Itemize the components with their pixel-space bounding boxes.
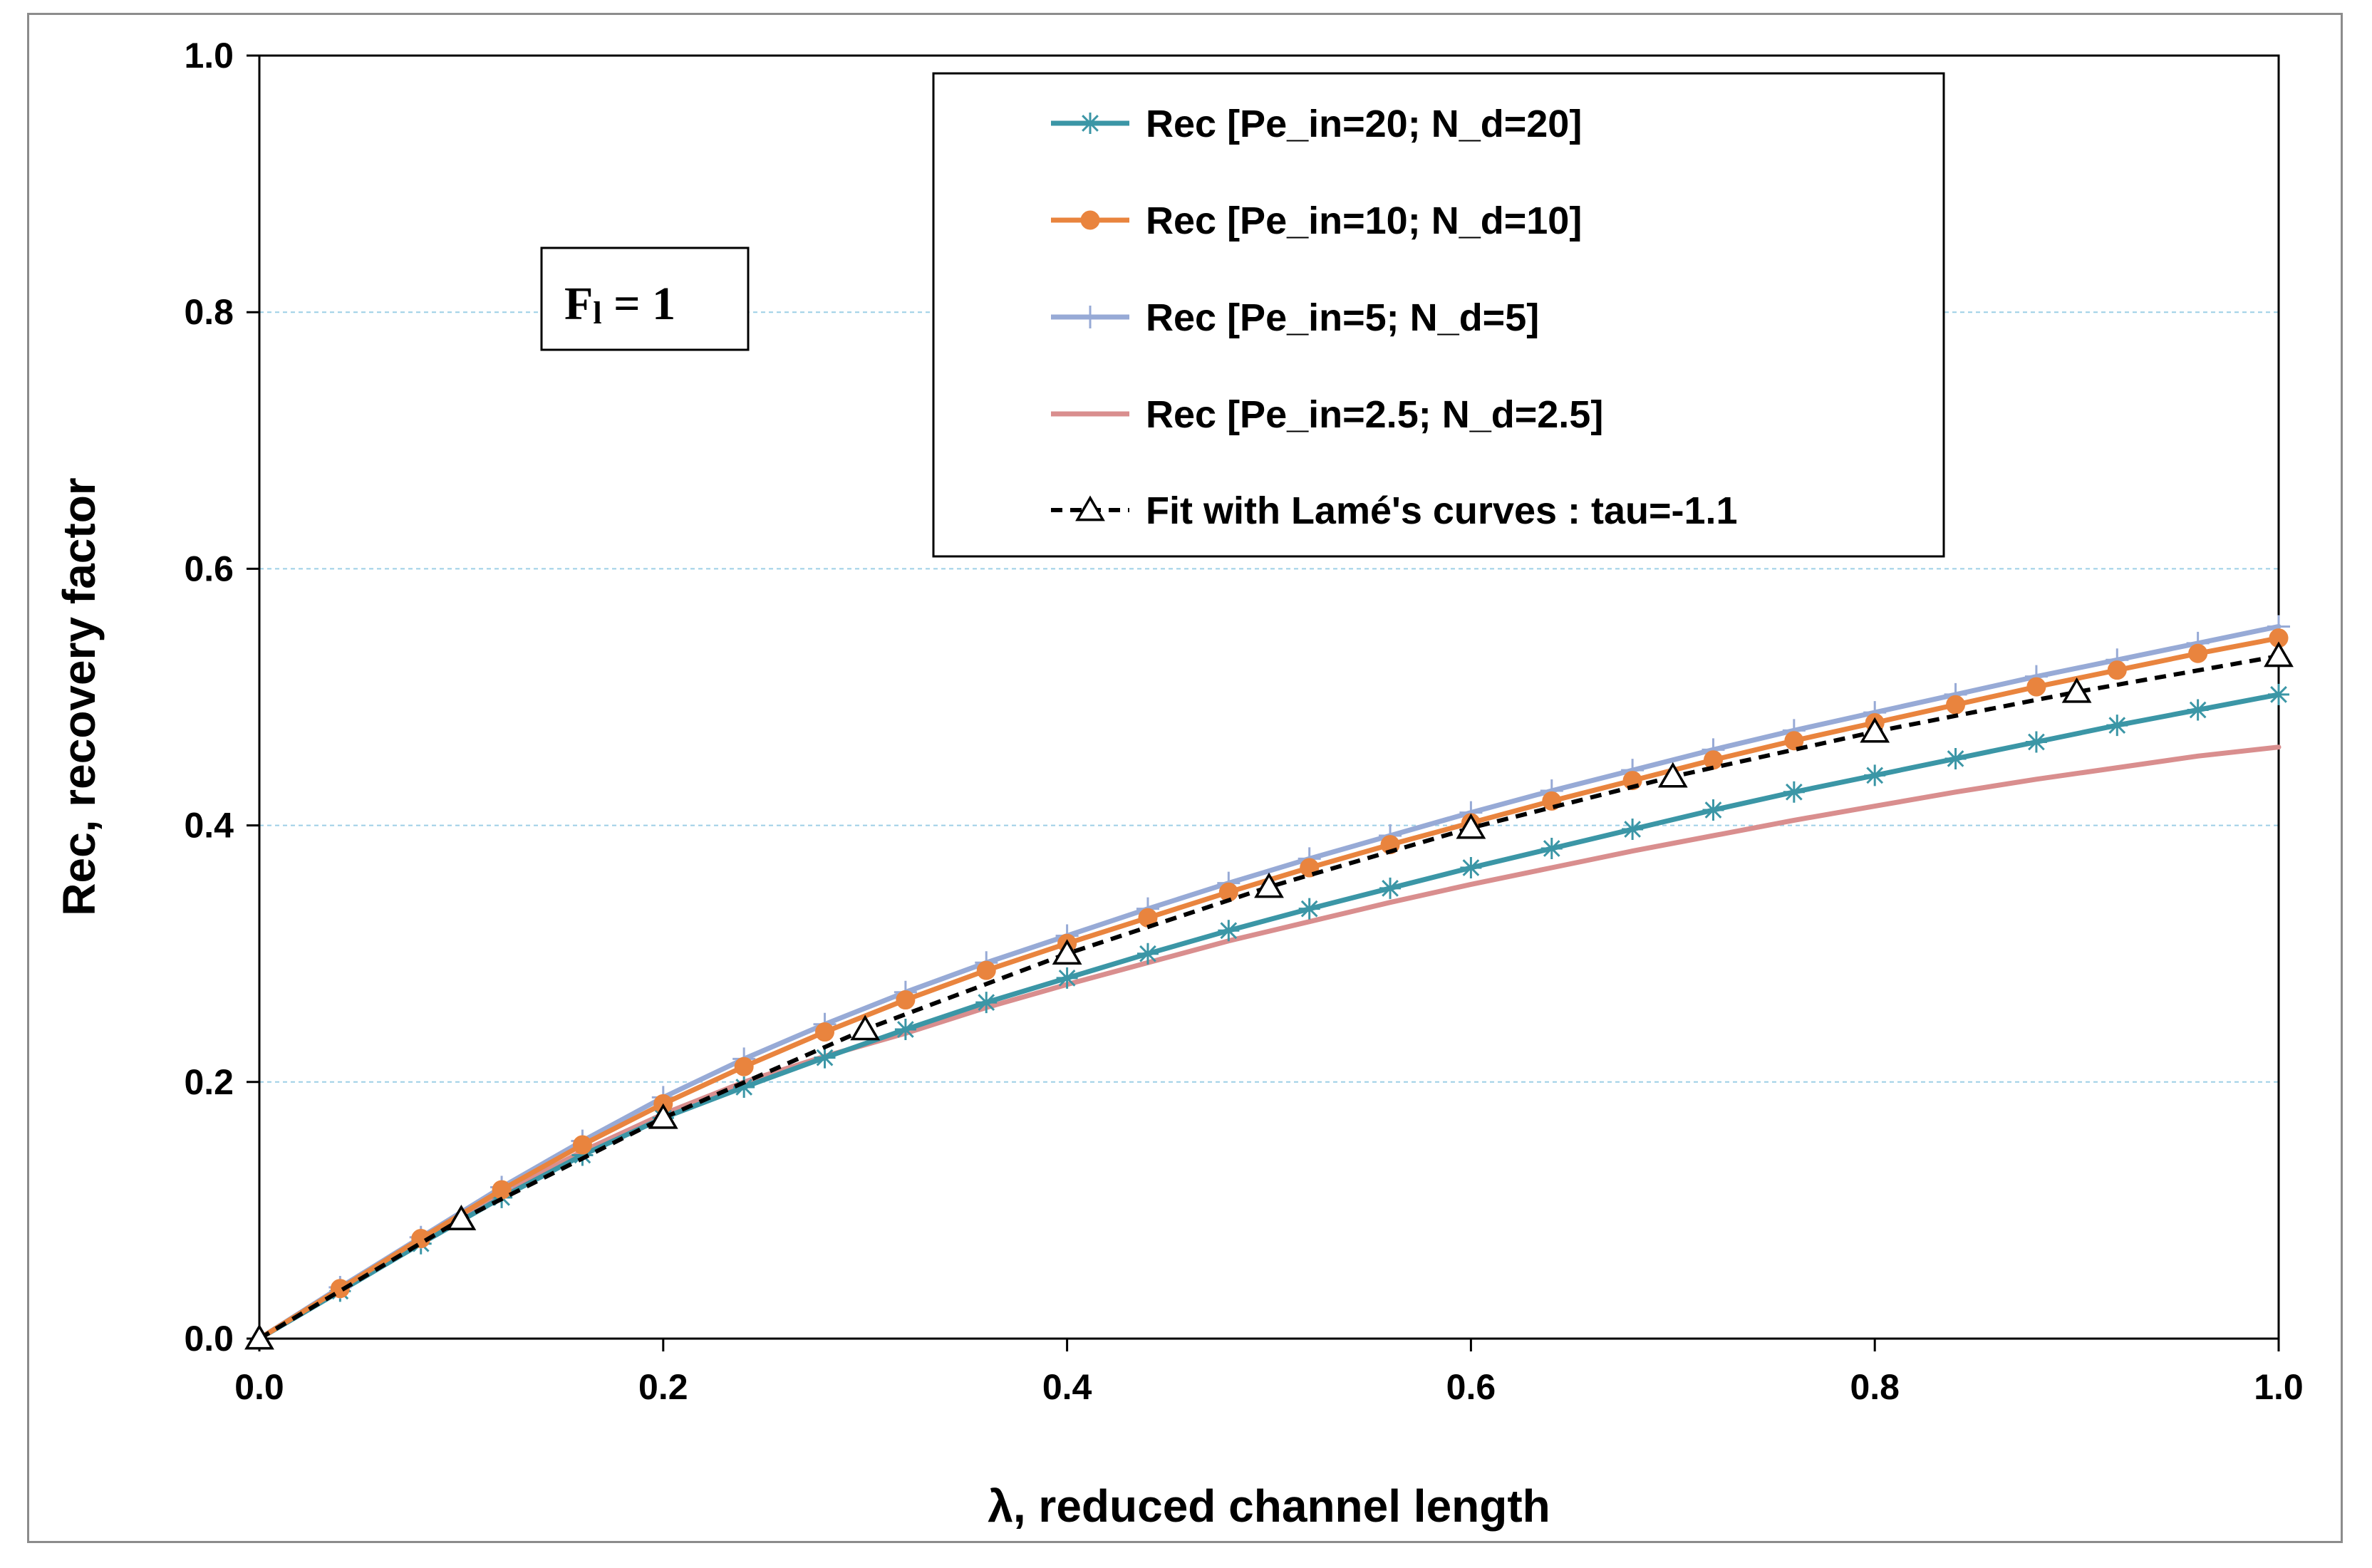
- series-line: [257, 744, 2282, 1341]
- data-point: [1702, 799, 1724, 821]
- legend-entry-5: Fit with Lamé's curves : tau=-1.1: [1051, 489, 1738, 532]
- data-point: [2107, 660, 2127, 680]
- data-point: [1218, 920, 1240, 942]
- data-point: [1783, 781, 1805, 803]
- series: [244, 615, 2294, 1350]
- legend-entry-3: Rec [Pe_in=5; N_d=5]: [1051, 296, 1539, 339]
- data-point: [571, 1144, 594, 1166]
- data-point: [1298, 898, 1320, 920]
- data-point: [2026, 677, 2046, 697]
- data-point: [2188, 643, 2208, 663]
- data-point: [894, 1018, 916, 1040]
- data-point: [976, 960, 996, 980]
- legend-label: Rec [Pe_in=20; N_d=20]: [1146, 103, 1582, 145]
- data-point: [1456, 813, 1486, 839]
- legend-swatch-marker: [1079, 113, 1101, 134]
- data-point: [1622, 819, 1644, 840]
- data-point: [1860, 717, 1890, 743]
- data-point: [975, 992, 998, 1014]
- legend: Rec [Pe_in=20; N_d=20] Rec [Pe_in=10; N_d…: [932, 72, 1945, 558]
- data-point: [1379, 877, 1402, 899]
- data-point: [572, 1135, 592, 1155]
- series-3: [257, 615, 2290, 1341]
- series-line: [257, 635, 2282, 1341]
- data-point: [648, 1103, 678, 1129]
- legend-label: Rec [Pe_in=5; N_d=5]: [1146, 296, 1539, 339]
- x-tick-label: 0.6: [1446, 1367, 1496, 1407]
- series-2: [257, 628, 2289, 1341]
- x-tick-label: 1.0: [2254, 1367, 2304, 1407]
- data-point: [244, 1324, 274, 1350]
- fl-annotation-box: [540, 246, 750, 351]
- legend-label: Rec [Pe_in=10; N_d=10]: [1146, 199, 1582, 242]
- legend-entry-4: Rec [Pe_in=2.5; N_d=2.5]: [1051, 393, 1603, 436]
- legend-label: Fit with Lamé's curves : tau=-1.1: [1146, 489, 1738, 532]
- series-1: [257, 683, 2289, 1341]
- series-line: [257, 692, 2282, 1341]
- x-axis-title: λ, reduced channel length: [988, 1480, 1550, 1532]
- legend-entries: Rec [Pe_in=20; N_d=20] Rec [Pe_in=10; N_d…: [1051, 103, 1738, 532]
- axes: 0.0 0.2 0.4 0.6 0.8 1.0 0.0 0.2 0.4 0.6 0.8 1.0: [184, 36, 2303, 1407]
- fl-annotation: Fl = 1: [540, 246, 750, 351]
- fl-subscript: l: [593, 296, 601, 331]
- data-point: [733, 1076, 755, 1098]
- data-point: [446, 1205, 477, 1230]
- data-point: [2061, 677, 2092, 703]
- series-5: [244, 641, 2294, 1350]
- y-tick-label: 0.2: [184, 1062, 234, 1102]
- y-tick-label: 1.0: [184, 36, 234, 76]
- legend-entry-2: Rec [Pe_in=10; N_d=10]: [1051, 199, 1582, 242]
- data-point: [1864, 764, 1886, 786]
- series-line: [258, 653, 2279, 1341]
- data-point: [2187, 699, 2209, 721]
- y-tick-label: 0.6: [184, 549, 234, 588]
- data-point: [896, 990, 916, 1010]
- legend-swatch-marker: [1079, 306, 1102, 328]
- fl-annotation-text: Fl = 1: [564, 278, 675, 331]
- data-point: [1540, 838, 1563, 860]
- legend-entry-1: Rec [Pe_in=20; N_d=20]: [1051, 103, 1582, 145]
- legend-label: Rec [Pe_in=2.5; N_d=2.5]: [1146, 393, 1603, 436]
- legend-swatch-marker: [1080, 210, 1100, 230]
- series-line: [257, 623, 2282, 1341]
- data-point: [492, 1180, 512, 1200]
- fl-value: = 1: [602, 278, 676, 330]
- y-tick-label: 0.8: [184, 292, 234, 332]
- x-tick-label: 0.4: [1042, 1367, 1092, 1407]
- data-point: [1254, 872, 1284, 898]
- data-point: [330, 1279, 350, 1299]
- data-point: [2106, 715, 2128, 737]
- data-point: [1136, 943, 1159, 965]
- fl-symbol: F: [564, 278, 593, 330]
- y-axis-title: Rec, recovery factor: [53, 477, 105, 915]
- data-point: [815, 1022, 835, 1042]
- x-tick-label: 0.2: [638, 1367, 688, 1407]
- data-point: [1460, 857, 1482, 879]
- data-point: [1946, 695, 1966, 715]
- data-point: [734, 1056, 754, 1076]
- x-tick-label: 0.0: [234, 1367, 284, 1407]
- data-point: [1657, 762, 1688, 788]
- data-point: [1056, 967, 1078, 989]
- data-point: [814, 1047, 836, 1069]
- data-point: [1784, 731, 1804, 751]
- data-point: [850, 1014, 881, 1041]
- data-point: [2264, 641, 2294, 668]
- data-point: [1944, 747, 1967, 769]
- series-4: [257, 744, 2282, 1341]
- chart-frame: [27, 13, 2343, 1543]
- x-tick-label: 0.8: [1850, 1367, 1900, 1407]
- data-point: [2025, 731, 2047, 753]
- y-tick-label: 0.0: [184, 1319, 234, 1359]
- y-tick-label: 0.4: [184, 806, 234, 846]
- data-point: [2268, 683, 2289, 705]
- data-point: [1052, 939, 1082, 965]
- data-point: [1703, 750, 1723, 770]
- legend-swatch-marker: [1075, 495, 1105, 521]
